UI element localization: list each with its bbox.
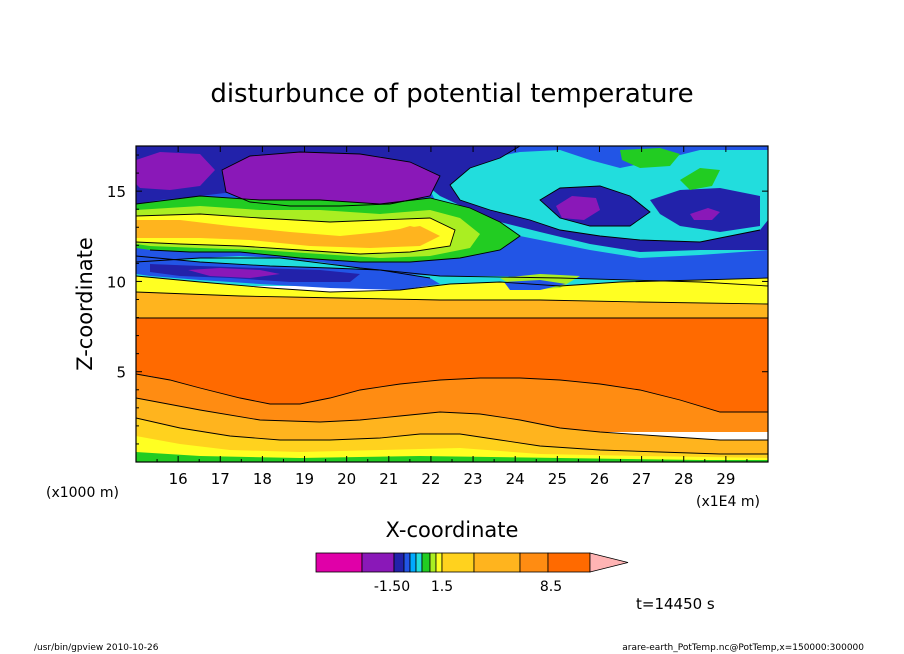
colorbar-segment <box>415 552 423 573</box>
footer-left: /usr/bin/gpview 2010-10-26 <box>34 643 159 653</box>
colorbar-segment <box>393 552 405 573</box>
x-tick-label: 25 <box>548 470 567 488</box>
colorbar-segment <box>519 552 549 573</box>
colorbar-segment <box>409 552 417 573</box>
band-purple-2 <box>222 152 440 206</box>
band-blue-10 <box>504 280 566 290</box>
band-darkorange-core <box>136 318 768 412</box>
band-orange-lower <box>136 374 768 432</box>
colorbar-labels: -1.50 1.5 8.5 <box>374 579 562 595</box>
band-gold-mid <box>136 220 440 248</box>
x-tick-label: 17 <box>211 470 230 488</box>
chart-title: disturbunce of potential temperature <box>210 79 693 109</box>
y-axis: 5 10 15 <box>107 154 768 445</box>
colorbar-segment <box>315 552 363 573</box>
time-label: t=14450 s <box>636 595 715 613</box>
colorbar-segment <box>403 552 411 573</box>
x-axis: 16 17 18 19 20 21 22 23 24 25 26 27 28 29 <box>156 146 748 488</box>
contour-lines <box>136 146 768 455</box>
colorbar-segment <box>441 552 475 573</box>
band-orange-mid <box>390 226 428 242</box>
y-tick-label: 5 <box>116 364 126 382</box>
band-purple-4 <box>690 208 720 220</box>
y-unit-label: (x1000 m) <box>46 485 119 501</box>
x-tick-label: 27 <box>632 470 651 488</box>
colorbar-segment <box>421 552 431 573</box>
x-tick-label: 24 <box>506 470 525 488</box>
x-unit-label: (x1E4 m) <box>696 494 760 510</box>
band-green-bottom <box>136 452 768 462</box>
colorbar-arrow <box>589 552 629 573</box>
band-yellow-lower <box>136 418 768 462</box>
colorbar-label: 8.5 <box>540 579 562 595</box>
x-tick-label: 28 <box>674 470 693 488</box>
colorbar-segment <box>473 552 521 573</box>
band-green-top <box>620 148 680 168</box>
band-purple-1 <box>136 152 215 190</box>
colorbar-segment <box>547 552 591 573</box>
band-yellow-bright <box>136 436 768 462</box>
x-tick-label: 16 <box>169 470 188 488</box>
x-tick-label: 26 <box>590 470 609 488</box>
colorbar-label: 1.5 <box>431 579 453 595</box>
contour-field <box>136 146 768 462</box>
footer-right: arare-earth_PotTemp.nc@PotTemp,x=150000:… <box>622 643 864 653</box>
x-tick-label: 18 <box>253 470 272 488</box>
y-tick-label: 15 <box>107 183 126 201</box>
band-green-top-2 <box>680 168 720 190</box>
band-purple-11 <box>188 268 280 278</box>
x-tick-label: 29 <box>716 470 735 488</box>
y-tick-label: 10 <box>107 273 126 291</box>
x-tick-label: 20 <box>337 470 356 488</box>
colorbar-segment <box>361 552 395 573</box>
colorbar-segment <box>435 552 443 573</box>
band-lightorange-9 <box>136 292 768 318</box>
x-axis-label: X-coordinate <box>386 518 519 542</box>
colorbar-label: -1.50 <box>374 579 410 595</box>
band-purple-3 <box>556 196 600 220</box>
x-tick-label: 21 <box>379 470 398 488</box>
colorbar <box>315 552 629 573</box>
x-tick-label: 19 <box>295 470 314 488</box>
colorbar-segment <box>429 552 437 573</box>
x-tick-label: 22 <box>421 470 440 488</box>
x-tick-label: 23 <box>464 470 483 488</box>
y-axis-label: Z-coordinate <box>73 237 97 371</box>
